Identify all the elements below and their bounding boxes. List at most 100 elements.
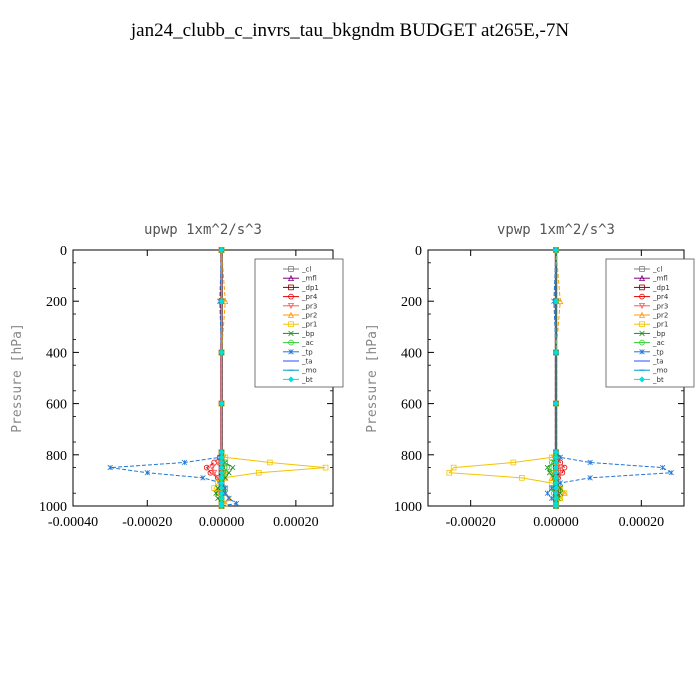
x-tick-label: -0.00020 (122, 515, 172, 530)
data-point (519, 475, 525, 481)
legend-label: _bp (652, 330, 666, 338)
legend-marker (288, 266, 294, 272)
upwp-plot: upwp 1xm^2/s^3 Pressure [hPa] 0 200 400 600 80… (10, 222, 344, 530)
legend-label: _pr4 (301, 293, 318, 301)
data-point (222, 485, 228, 491)
y-tick-label: 800 (46, 449, 67, 464)
y-tick-label: 600 (46, 398, 67, 413)
y-tick-label: 800 (401, 449, 422, 464)
legend-box (605, 258, 695, 388)
legend-marker (288, 284, 294, 291)
data-point (546, 464, 553, 471)
data-point (200, 475, 206, 481)
legend-label: _tp (652, 348, 664, 356)
data-point (255, 469, 262, 476)
y-axis-label: Pressure [hPa] (10, 323, 25, 433)
legend-marker (638, 311, 646, 318)
series-bt (553, 247, 559, 509)
data-point (557, 454, 563, 461)
data-point (510, 459, 517, 466)
data-point (549, 485, 555, 491)
legend-marker (639, 266, 645, 272)
data-point (224, 464, 230, 471)
data-point (222, 490, 228, 496)
series-line (110, 249, 238, 507)
data-point (557, 485, 563, 491)
legend-label: _pr2 (301, 312, 317, 320)
legend-label: _ta (301, 358, 313, 366)
legend-marker (287, 302, 295, 310)
legend-label: _bt (301, 376, 313, 384)
legend-marker (287, 274, 295, 282)
legend-label: _cl (301, 266, 311, 274)
legend-marker (288, 376, 294, 383)
y-tick-label: 1000 (39, 500, 67, 515)
y-tick-label: 0 (60, 244, 67, 259)
legend-label: _cl (652, 266, 662, 274)
legend-label: _pr1 (301, 321, 317, 329)
data-point (181, 459, 188, 466)
data-point (553, 349, 559, 356)
data-point (213, 490, 219, 496)
legend-marker (639, 321, 645, 327)
data-point (450, 464, 457, 471)
legend-label: _dp1 (652, 284, 670, 292)
data-point (230, 464, 236, 471)
legend-marker (639, 293, 645, 300)
y-tick-label: 400 (46, 346, 67, 361)
data-point (211, 469, 218, 477)
data-point (107, 464, 113, 471)
x-tick-label: -0.00020 (446, 515, 496, 530)
legend-marker (639, 284, 645, 291)
data-point (553, 298, 559, 305)
data-point (549, 495, 555, 502)
legend-marker (638, 302, 646, 310)
legend-label: _pr4 (652, 293, 669, 301)
legend-label: _bp (301, 330, 315, 338)
legend-marker (639, 349, 645, 355)
data-point (561, 490, 568, 496)
data-point (659, 464, 666, 471)
data-point (553, 247, 559, 253)
data-point (211, 485, 217, 491)
data-point (218, 349, 225, 356)
legend-label: _ta (652, 358, 664, 366)
legend-label: _tp (301, 348, 313, 356)
data-point (557, 490, 563, 496)
data-point (587, 459, 593, 466)
y-tick-label: 200 (401, 295, 422, 310)
legend-label: _pr1 (652, 321, 668, 329)
series-pr2 (548, 246, 568, 509)
y-tick-label: 1000 (394, 500, 422, 515)
y-tick-label: 0 (415, 244, 422, 259)
y-tick-label: 200 (46, 295, 67, 310)
legend-label: _pr3 (652, 302, 668, 310)
data-point (218, 247, 225, 253)
data-point (553, 503, 559, 509)
legend-marker (288, 321, 294, 327)
legend-label: _dp1 (301, 284, 319, 292)
data-point (557, 464, 564, 471)
legend-marker (639, 339, 645, 346)
data-point (209, 464, 216, 471)
x-tick-label: 0.00000 (199, 515, 245, 530)
legend-marker (288, 330, 294, 337)
plot-title: upwp 1xm^2/s^3 (144, 222, 262, 238)
legend-label: _pr2 (652, 312, 668, 320)
legend-marker (287, 311, 295, 318)
y-tick-label: 400 (401, 346, 422, 361)
data-point (233, 500, 240, 507)
data-point (322, 464, 329, 471)
legend-label: _mfl (652, 275, 668, 283)
data-point (557, 469, 564, 477)
data-point (203, 464, 210, 471)
x-tick-label: -0.00040 (48, 515, 98, 530)
data-point (557, 297, 564, 305)
x-tick-label: 0.00020 (619, 515, 665, 530)
legend-label: _bt (652, 376, 664, 384)
data-point (668, 470, 674, 476)
x-tick-label: 0.00000 (533, 515, 579, 530)
legend-marker (639, 376, 645, 383)
data-point (218, 400, 225, 407)
